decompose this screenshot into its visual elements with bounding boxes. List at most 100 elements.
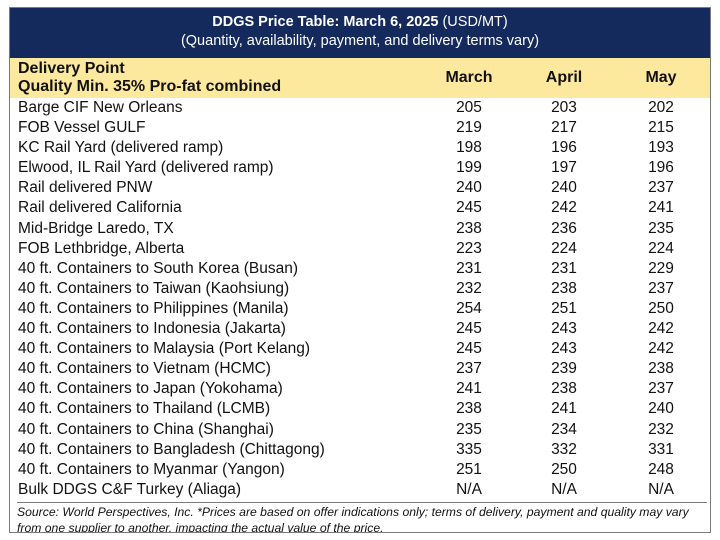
row-value-may: 237 (648, 380, 674, 398)
row-value-march: 251 (456, 460, 482, 478)
table-row: 40 ft. Containers to South Korea (Busan)… (10, 259, 710, 279)
row-value-april: 203 (551, 99, 577, 116)
table-row: Barge CIF New Orleans 205 203 202 (10, 98, 710, 118)
row-value-may: 202 (648, 99, 674, 116)
row-label: FOB Vessel GULF (18, 119, 146, 137)
header-month-march: March (445, 69, 493, 86)
row-label: KC Rail Yard (delivered ramp) (18, 139, 224, 157)
table-row: Rail delivered PNW 240 240 237 (10, 178, 710, 198)
table-row: Elwood, IL Rail Yard (delivered ramp) 199… (10, 158, 710, 178)
row-value-may: 215 (648, 119, 674, 137)
table-row: 40 ft. Containers to Malaysia (Port Kela… (10, 339, 710, 359)
row-value-march: 245 (456, 199, 482, 217)
row-value-april: 242 (551, 199, 577, 217)
table-header: Delivery Point Quality Min. 35% Pro-fat … (10, 58, 710, 98)
row-label: Elwood, IL Rail Yard (delivered ramp) (18, 159, 274, 177)
row-value-april: 332 (551, 440, 577, 458)
row-value-april: 243 (551, 320, 577, 338)
row-value-march: 231 (456, 259, 482, 277)
row-value-march: 199 (456, 159, 482, 177)
row-label: 40 ft. Containers to China (Shanghai) (18, 420, 274, 438)
row-label: 40 ft. Containers to Myanmar (Yangon) (18, 460, 285, 478)
row-value-april: 224 (551, 239, 577, 257)
row-label: 40 ft. Containers to Thailand (LCMB) (18, 400, 271, 418)
row-label: 40 ft. Containers to South Korea (Busan) (18, 259, 299, 277)
row-value-may: 196 (648, 159, 674, 177)
table-row: 40 ft. Containers to Thailand (LCMB) 238 2… (10, 399, 710, 419)
row-value-march: 240 (456, 179, 482, 197)
row-value-april: 243 (551, 340, 577, 358)
header-line1: Delivery Point (18, 60, 125, 77)
table-row: 40 ft. Containers to Japan (Yokohama) 241… (10, 379, 710, 399)
row-value-march: 245 (456, 320, 482, 338)
table-row: KC Rail Yard (delivered ramp) 198 196 193 (10, 138, 710, 158)
source-note: Source: World Perspectives, Inc. *Prices… (17, 502, 707, 532)
row-value-may: 232 (648, 420, 674, 438)
row-value-april: 250 (551, 460, 577, 478)
row-label: 40 ft. Containers to Taiwan (Kaohsiung) (18, 279, 290, 297)
row-value-april: 241 (551, 400, 577, 418)
row-value-may: 248 (648, 460, 674, 478)
table-row: 40 ft. Containers to Taiwan (Kaohsiung) 2… (10, 279, 710, 299)
table-row: 40 ft. Containers to Indonesia (Jakarta)… (10, 319, 710, 339)
row-label: Rail delivered PNW (18, 179, 153, 197)
row-value-april: 238 (551, 380, 577, 398)
row-label: 40 ft. Containers to Indonesia (Jakarta) (18, 320, 286, 338)
row-value-march: 254 (456, 299, 482, 317)
row-value-april: 240 (551, 179, 577, 197)
row-label: 40 ft. Containers to Vietnam (HCMC) (18, 360, 271, 378)
row-value-may: 235 (648, 219, 674, 237)
header-month-april: April (545, 69, 583, 86)
row-value-may: 237 (648, 179, 674, 197)
row-value-may: 237 (648, 279, 674, 297)
row-value-march: 198 (456, 139, 482, 157)
table-row: FOB Vessel GULF 219 217 215 (10, 118, 710, 138)
row-value-may: 229 (648, 259, 674, 277)
table-row: 40 ft. Containers to Vietnam (HCMC) 237 23… (10, 359, 710, 379)
row-value-april: 236 (551, 219, 577, 237)
row-value-march: 241 (456, 380, 482, 398)
row-value-may: N/A (648, 480, 674, 498)
row-value-march: 238 (456, 219, 482, 237)
row-value-april: 251 (551, 299, 577, 317)
table-body: Barge CIF New Orleans 205 203 202 FOB Vessel… (10, 98, 710, 500)
row-value-march: 245 (456, 340, 482, 358)
row-value-may: 331 (648, 440, 674, 458)
row-value-may: 250 (648, 299, 674, 317)
row-value-march: 335 (456, 440, 482, 458)
row-label: 40 ft. Containers to Malaysia (Port Kela… (18, 340, 311, 358)
row-label: Rail delivered California (18, 199, 182, 217)
row-label: Bulk DDGS C&F Turkey (Aliaga) (18, 480, 242, 498)
row-value-march: 237 (456, 360, 482, 378)
table-row: 40 ft. Containers to Bangladesh (Chittag… (10, 440, 710, 460)
row-value-march: 205 (456, 99, 482, 116)
header-month-may: May (645, 69, 677, 86)
row-value-march: 235 (456, 420, 482, 438)
row-value-may: 224 (648, 239, 674, 257)
row-value-march: N/A (456, 480, 482, 498)
row-value-may: 242 (648, 340, 674, 358)
row-value-april: 231 (551, 259, 577, 277)
row-value-april: 217 (551, 119, 577, 137)
row-value-may: 241 (648, 199, 674, 217)
table-row: 40 ft. Containers to Myanmar (Yangon) 251… (10, 460, 710, 480)
table-title: DDGS Price Table: March 6, 2025 (USD/MT) (10, 13, 710, 32)
row-value-april: 234 (551, 420, 577, 438)
row-value-march: 232 (456, 279, 482, 297)
row-value-april: 239 (551, 360, 577, 378)
row-value-may: 242 (648, 320, 674, 338)
row-value-may: 238 (648, 360, 674, 378)
row-value-april: 196 (551, 139, 577, 157)
row-value-march: 238 (456, 400, 482, 418)
table-title-unit: (USD/MT) (438, 14, 508, 30)
row-value-may: 240 (648, 400, 674, 418)
row-value-march: 219 (456, 119, 482, 137)
table-row: Rail delivered California 245 242 241 (10, 198, 710, 218)
row-value-april: 197 (551, 159, 577, 177)
table-row: Mid-Bridge Laredo, TX 238 236 235 (10, 219, 710, 239)
table-title-main: DDGS Price Table: March 6, 2025 (212, 14, 439, 30)
row-value-march: 223 (456, 239, 482, 257)
header-delivery-point: Delivery Point Quality Min. 35% Pro-fat … (10, 58, 422, 98)
table-row: 40 ft. Containers to Philippines (Manila… (10, 299, 710, 319)
table-row: Bulk DDGS C&F Turkey (Aliaga) N/A N/A N/A (10, 480, 710, 500)
